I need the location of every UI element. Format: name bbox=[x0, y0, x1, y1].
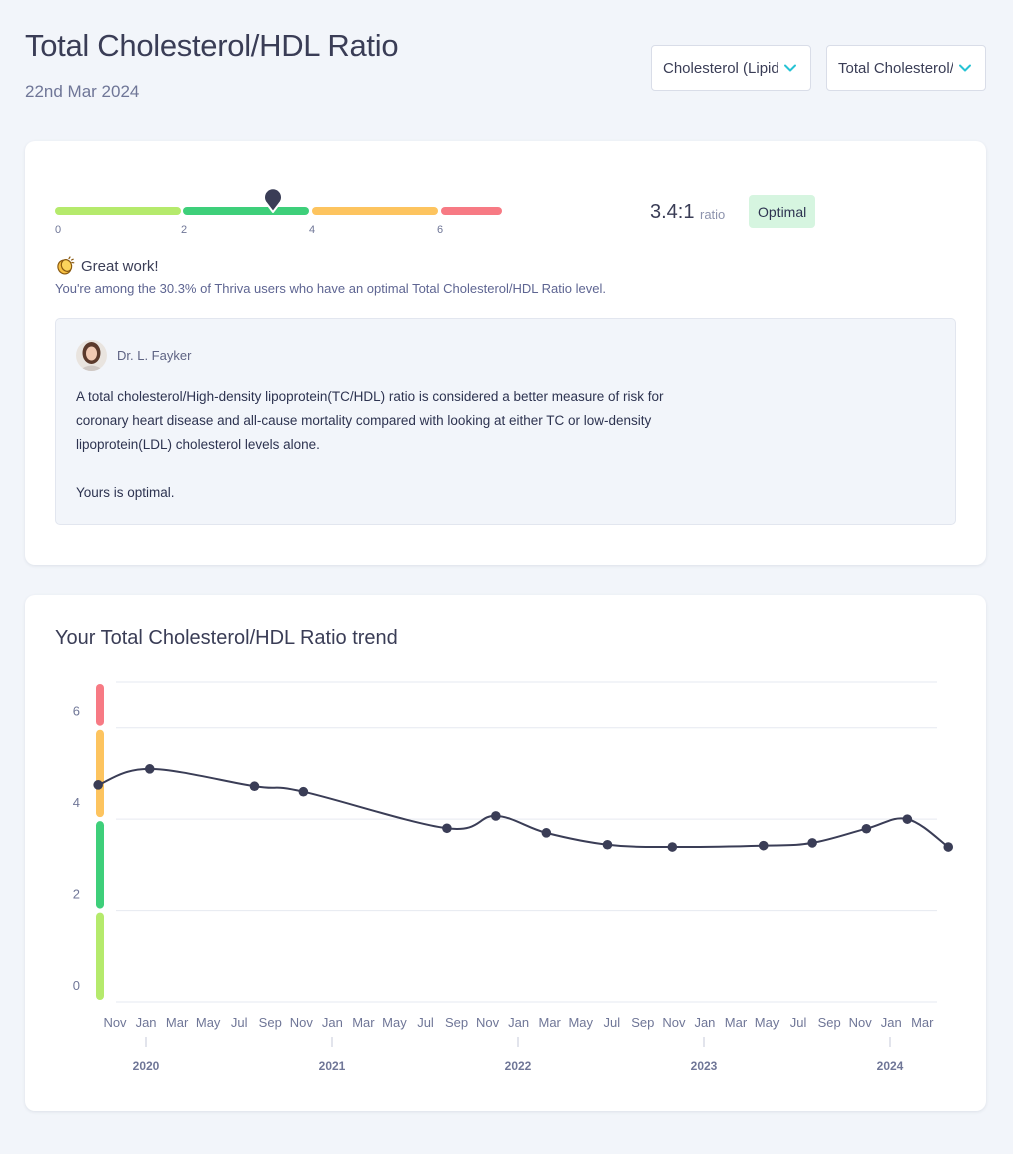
data-point bbox=[298, 786, 309, 797]
trend-chart: 0 2 4 6 Nov Jan Mar May Jul Sep Nov Jan Mar May Jul Sep… bbox=[73, 681, 954, 1073]
x-month-label: Nov bbox=[662, 1015, 686, 1030]
x-month-label: Jan bbox=[136, 1015, 157, 1030]
range-tick-label: 0 bbox=[55, 224, 62, 236]
marker-select[interactable]: Total Cholesterol/HDL Ratio bbox=[826, 45, 986, 91]
avatar bbox=[76, 340, 107, 371]
x-month-label: Jan bbox=[881, 1015, 902, 1030]
result-value: 3.4:1 bbox=[650, 201, 695, 223]
data-point bbox=[807, 838, 817, 848]
range-segment-borderline bbox=[312, 207, 438, 215]
page-date: 22nd Mar 2024 bbox=[25, 82, 140, 101]
category-select-value: Cholesterol (Lipids) bbox=[663, 59, 778, 77]
data-point bbox=[861, 823, 872, 834]
x-year-label: 2022 bbox=[505, 1059, 532, 1073]
x-month-label: Jul bbox=[790, 1015, 807, 1030]
x-month-label: May bbox=[196, 1015, 221, 1030]
x-month-label: May bbox=[568, 1015, 593, 1030]
range-segment-optimal bbox=[183, 207, 309, 215]
series-line bbox=[97, 767, 949, 849]
data-point bbox=[249, 781, 260, 792]
range-band bbox=[96, 821, 104, 909]
data-point bbox=[93, 780, 103, 790]
value-marker-icon bbox=[263, 187, 283, 213]
x-month-label: Sep bbox=[259, 1015, 282, 1030]
doctor-note-paragraph: Yours is optimal. bbox=[76, 485, 175, 500]
data-point bbox=[758, 840, 769, 851]
x-month-label: Jan bbox=[322, 1015, 343, 1030]
x-month-label: Sep bbox=[445, 1015, 468, 1030]
x-month-label: Jul bbox=[603, 1015, 620, 1030]
data-point bbox=[943, 842, 954, 852]
x-month-label: Mar bbox=[539, 1015, 562, 1030]
x-month-label: Nov bbox=[849, 1015, 873, 1030]
y-tick-label: 6 bbox=[73, 704, 80, 719]
x-month-label: Sep bbox=[818, 1015, 841, 1030]
range-band bbox=[96, 912, 104, 1000]
data-point bbox=[442, 823, 452, 834]
feedback: Great work! bbox=[55, 256, 159, 276]
page-title: Total Cholesterol/HDL Ratio bbox=[25, 28, 399, 63]
x-year-label: 2020 bbox=[133, 1059, 160, 1073]
doctor-note-paragraph: A total cholesterol/High-density lipopro… bbox=[76, 389, 664, 452]
chart-title: Your Total Cholesterol/HDL Ratio trend bbox=[55, 627, 398, 649]
category-select[interactable]: Cholesterol (Lipids) bbox=[651, 45, 811, 91]
range-band bbox=[96, 684, 104, 726]
x-month-label: May bbox=[382, 1015, 407, 1030]
result-card: 0 2 4 6 3.4:1 ratio Optimal Great work! … bbox=[25, 141, 986, 565]
x-month-label: Jul bbox=[231, 1015, 248, 1030]
x-year-label: 2021 bbox=[319, 1059, 346, 1073]
range-tick-label: 6 bbox=[437, 224, 444, 236]
x-month-label: May bbox=[755, 1015, 780, 1030]
range-segment-low bbox=[55, 207, 181, 215]
data-point bbox=[602, 839, 613, 850]
x-month-label: Jan bbox=[508, 1015, 529, 1030]
range-band bbox=[96, 729, 104, 818]
result-unit: ratio bbox=[700, 207, 726, 222]
y-tick-label: 4 bbox=[73, 795, 80, 810]
x-month-label: Jan bbox=[694, 1015, 715, 1030]
data-point bbox=[491, 811, 501, 821]
doctor-name: Dr. L. Fayker bbox=[117, 348, 192, 363]
clapping-hands-icon bbox=[57, 256, 75, 275]
x-month-label: Mar bbox=[725, 1015, 748, 1030]
x-month-label: Nov bbox=[290, 1015, 314, 1030]
x-year-label: 2023 bbox=[691, 1059, 718, 1073]
x-month-label: Jul bbox=[417, 1015, 434, 1030]
data-point bbox=[902, 814, 913, 824]
status-badge: Optimal bbox=[749, 195, 816, 228]
range-segment-high bbox=[441, 207, 502, 215]
feedback-subtitle: You're among the 30.3% of Thriva users w… bbox=[55, 281, 606, 296]
x-month-label: Mar bbox=[166, 1015, 189, 1030]
x-month-label: Nov bbox=[103, 1015, 127, 1030]
data-point bbox=[541, 828, 552, 838]
y-tick-label: 0 bbox=[73, 978, 80, 993]
data-point bbox=[144, 764, 155, 774]
x-year-label: 2024 bbox=[877, 1059, 904, 1073]
data-point bbox=[667, 842, 678, 852]
y-tick-label: 2 bbox=[73, 887, 80, 902]
chevron-down-icon bbox=[959, 64, 971, 72]
range-tick-label: 2 bbox=[181, 224, 188, 236]
x-month-label: Nov bbox=[476, 1015, 500, 1030]
x-month-label: Sep bbox=[631, 1015, 654, 1030]
range-bar bbox=[55, 207, 503, 215]
x-month-label: Mar bbox=[911, 1015, 934, 1030]
doctor-note: Dr. L. Fayker A total cholesterol/High-d… bbox=[55, 318, 956, 525]
range-tick-label: 4 bbox=[309, 224, 316, 236]
trend-card: Your Total Cholesterol/HDL Ratio trend 0… bbox=[25, 595, 986, 1111]
x-month-label: Mar bbox=[352, 1015, 375, 1030]
marker-select-value: Total Cholesterol/HDL Ratio bbox=[838, 59, 953, 77]
chevron-down-icon bbox=[784, 64, 796, 72]
feedback-title: Great work! bbox=[81, 257, 159, 275]
